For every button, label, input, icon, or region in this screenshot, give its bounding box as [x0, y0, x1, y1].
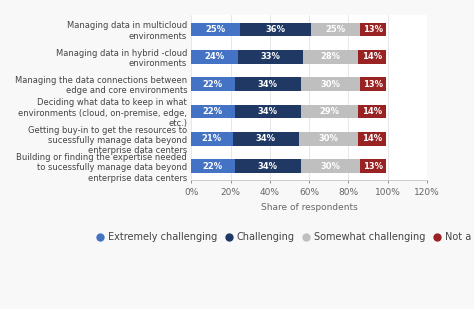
Text: 14%: 14% [362, 134, 382, 143]
Text: 13%: 13% [363, 162, 383, 171]
Bar [311, 23, 360, 36]
Bar [235, 159, 301, 173]
Bar [233, 132, 299, 146]
Text: 34%: 34% [258, 162, 278, 171]
Text: 33%: 33% [261, 52, 281, 61]
Bar [191, 77, 235, 91]
Text: 22%: 22% [203, 79, 223, 88]
Bar [299, 132, 358, 146]
Text: 28%: 28% [321, 52, 341, 61]
Bar [191, 104, 235, 118]
X-axis label: Share of respondents: Share of respondents [261, 203, 357, 212]
Bar [360, 23, 386, 36]
Text: 22%: 22% [203, 162, 223, 171]
Text: 30%: 30% [321, 162, 341, 171]
Text: 25%: 25% [206, 25, 226, 34]
Text: 22%: 22% [203, 107, 223, 116]
Bar [235, 104, 301, 118]
Text: 36%: 36% [266, 25, 286, 34]
Text: 30%: 30% [321, 79, 341, 88]
Bar [191, 132, 233, 146]
Text: 29%: 29% [320, 107, 340, 116]
Legend: Extremely challenging, Challenging, Somewhat challenging, Not a challenge: Extremely challenging, Challenging, Some… [93, 229, 474, 245]
Text: 21%: 21% [202, 134, 222, 143]
Text: 34%: 34% [258, 107, 278, 116]
Text: 34%: 34% [258, 79, 278, 88]
Text: 30%: 30% [319, 134, 339, 143]
Bar [358, 50, 386, 64]
Bar [301, 104, 358, 118]
Bar [191, 23, 240, 36]
Text: 25%: 25% [326, 25, 346, 34]
Text: 14%: 14% [362, 52, 382, 61]
Bar [235, 77, 301, 91]
Bar [301, 159, 360, 173]
Text: 34%: 34% [256, 134, 276, 143]
Text: 13%: 13% [363, 25, 383, 34]
Bar [240, 23, 311, 36]
Bar [191, 50, 238, 64]
Text: 14%: 14% [362, 107, 382, 116]
Text: 24%: 24% [205, 52, 225, 61]
Text: 13%: 13% [363, 79, 383, 88]
Bar [358, 104, 386, 118]
Bar [238, 50, 303, 64]
Bar [360, 159, 386, 173]
Bar [358, 132, 386, 146]
Bar [191, 159, 235, 173]
Bar [360, 77, 386, 91]
Bar [303, 50, 358, 64]
Bar [301, 77, 360, 91]
